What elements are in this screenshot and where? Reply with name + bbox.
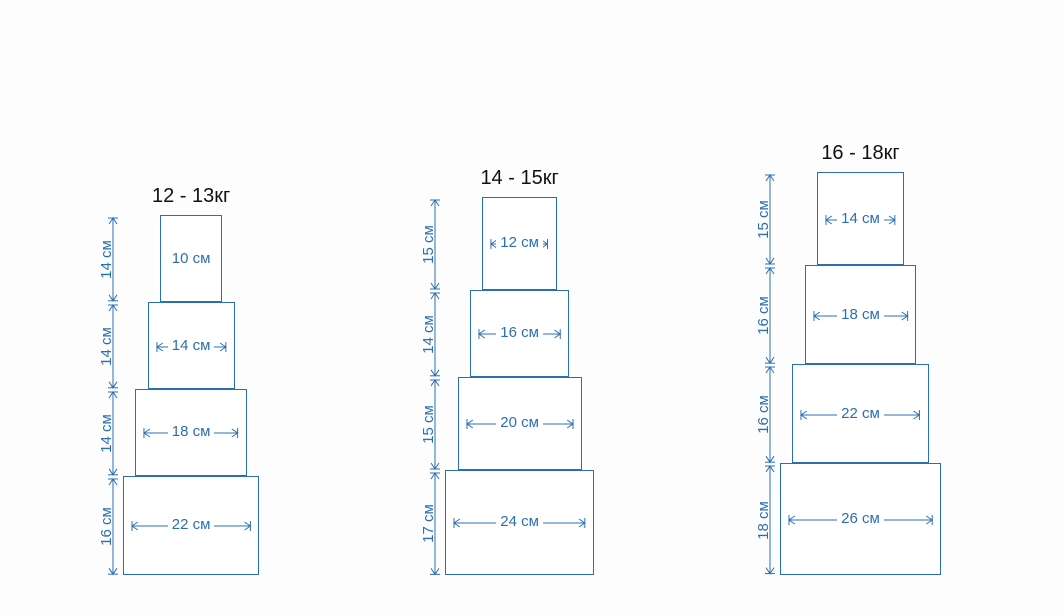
tier-box: 26 см: [780, 463, 941, 575]
tier-row: 15 см 12 см: [413, 198, 626, 291]
width-label: 12 см: [500, 234, 539, 251]
tier-row: 14 см 18 см: [91, 390, 291, 477]
height-arrow-icon: [764, 365, 776, 464]
stacks-container: 12 - 13кг14 см 10 см14 см 14 см14 см: [0, 0, 1064, 616]
tier-row: 16 см 22 см: [91, 477, 291, 576]
stack-title: 16 - 18кг: [821, 142, 899, 165]
width-label: 14 см: [841, 210, 880, 227]
width-label: 20 см: [500, 414, 539, 431]
width-label: 16 см: [500, 324, 539, 341]
height-dimension: 14 см: [91, 390, 121, 477]
stack: 16 - 18кг15 см 14 см16 см 18 см16 см: [748, 142, 973, 576]
height-arrow-icon: [429, 198, 441, 291]
stack-title: 12 - 13кг: [152, 185, 230, 208]
tier-box: 24 см: [445, 470, 594, 575]
tier-box: 20 см: [458, 377, 582, 470]
height-dimension: 14 см: [91, 216, 121, 303]
width-label: 14 см: [172, 337, 211, 354]
height-dimension: 16 см: [748, 266, 778, 365]
tier-box: 16 см: [470, 290, 569, 377]
height-arrow-icon: [429, 378, 441, 471]
tier-row: 14 см 10 см: [91, 216, 291, 303]
height-arrow-icon: [107, 303, 119, 390]
stack: 14 - 15кг15 см 12 см14 см 16 см15 см: [413, 167, 626, 576]
height-dimension: 18 см: [748, 464, 778, 576]
height-arrow-icon: [107, 216, 119, 303]
width-label: 24 см: [500, 513, 539, 530]
width-label: 18 см: [841, 306, 880, 323]
height-dimension: 15 см: [413, 198, 443, 291]
tier-box: 18 см: [805, 265, 917, 364]
tier-row: 18 см 26 см: [748, 464, 973, 576]
tier-row: 14 см 14 см: [91, 303, 291, 390]
height-arrow-icon: [764, 266, 776, 365]
tier-row: 14 см 16 см: [413, 291, 626, 378]
tier-row: 17 см 24 см: [413, 471, 626, 576]
height-arrow-icon: [764, 464, 776, 576]
height-dimension: 16 см: [91, 477, 121, 576]
height-arrow-icon: [107, 390, 119, 477]
height-arrow-icon: [429, 471, 441, 576]
height-arrow-icon: [429, 291, 441, 378]
tier-box: 14 см: [817, 172, 904, 265]
tier-box: 10 см: [160, 215, 222, 302]
tier-row: 15 см 14 см: [748, 173, 973, 266]
height-dimension: 15 см: [748, 173, 778, 266]
width-label: 22 см: [841, 405, 880, 422]
height-dimension: 16 см: [748, 365, 778, 464]
tier-box: 18 см: [135, 389, 247, 476]
height-dimension: 17 см: [413, 471, 443, 576]
tier-row: 16 см 22 см: [748, 365, 973, 464]
width-label: 18 см: [172, 423, 211, 440]
tier-box: 14 см: [148, 302, 235, 389]
width-label: 26 см: [841, 510, 880, 527]
tier-box: 12 см: [482, 197, 556, 290]
tier-row: 15 см 20 см: [413, 378, 626, 471]
tier-box: 22 см: [123, 476, 259, 575]
tier-row: 16 см 18 см: [748, 266, 973, 365]
stack-title: 14 - 15кг: [480, 167, 558, 190]
height-arrow-icon: [107, 477, 119, 576]
height-dimension: 14 см: [91, 303, 121, 390]
height-arrow-icon: [764, 173, 776, 266]
height-dimension: 14 см: [413, 291, 443, 378]
width-label: 10 см: [172, 250, 211, 267]
tier-box: 22 см: [792, 364, 928, 463]
stack: 12 - 13кг14 см 10 см14 см 14 см14 см: [91, 185, 291, 576]
width-label: 22 см: [172, 516, 211, 533]
height-dimension: 15 см: [413, 378, 443, 471]
